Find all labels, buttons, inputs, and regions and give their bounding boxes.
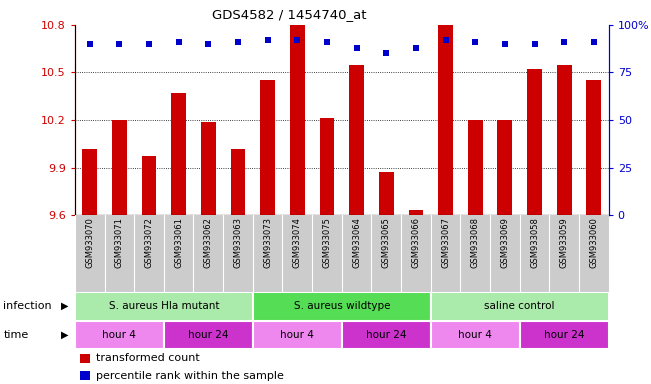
Text: S. aureus wildtype: S. aureus wildtype [294, 301, 390, 311]
Bar [349, 65, 364, 215]
Point [470, 39, 480, 45]
Text: GSM933074: GSM933074 [293, 217, 302, 268]
Text: GSM933069: GSM933069 [501, 217, 509, 268]
Text: hour 4: hour 4 [102, 330, 136, 340]
Bar [82, 149, 97, 215]
Point [381, 50, 391, 56]
Bar [557, 65, 572, 215]
Bar [253, 292, 431, 321]
Text: time: time [3, 330, 29, 340]
Text: ▶: ▶ [61, 301, 68, 311]
Point [529, 41, 540, 47]
Bar [142, 156, 156, 215]
Text: GSM933066: GSM933066 [411, 217, 421, 268]
Bar [527, 70, 542, 215]
Text: GSM933061: GSM933061 [174, 217, 183, 268]
Point [114, 41, 124, 47]
Text: hour 24: hour 24 [366, 330, 406, 340]
Bar [320, 118, 335, 215]
Text: infection: infection [3, 301, 52, 311]
Text: GSM933064: GSM933064 [352, 217, 361, 268]
Point [440, 37, 450, 43]
Text: hour 4: hour 4 [458, 330, 492, 340]
Text: GSM933058: GSM933058 [530, 217, 539, 268]
Bar [497, 120, 512, 215]
Point [85, 41, 95, 47]
Point [322, 39, 332, 45]
Bar [431, 292, 609, 321]
Text: GSM933073: GSM933073 [263, 217, 272, 268]
Text: GSM933063: GSM933063 [234, 217, 242, 268]
Text: saline control: saline control [484, 301, 555, 311]
Text: S. aureus Hla mutant: S. aureus Hla mutant [109, 301, 219, 311]
Bar [80, 354, 90, 362]
Text: hour 24: hour 24 [544, 330, 585, 340]
Bar [164, 321, 253, 349]
Bar [431, 321, 519, 349]
Bar [75, 321, 164, 349]
Text: GSM933072: GSM933072 [145, 217, 154, 268]
Text: hour 4: hour 4 [281, 330, 314, 340]
Point [589, 39, 599, 45]
Bar [519, 321, 609, 349]
Point [262, 37, 273, 43]
Bar [468, 120, 482, 215]
Point [411, 45, 421, 51]
Text: ▶: ▶ [61, 330, 68, 340]
Text: GSM933075: GSM933075 [322, 217, 331, 268]
Bar [379, 172, 394, 215]
Text: GDS4582 / 1454740_at: GDS4582 / 1454740_at [212, 8, 367, 21]
Bar [438, 25, 453, 215]
Text: GSM933068: GSM933068 [471, 217, 480, 268]
Bar [80, 371, 90, 380]
Text: GSM933071: GSM933071 [115, 217, 124, 268]
Bar [260, 80, 275, 215]
Bar [75, 292, 253, 321]
Text: GSM933060: GSM933060 [589, 217, 598, 268]
Text: GSM933059: GSM933059 [560, 217, 569, 268]
Bar [253, 321, 342, 349]
Point [203, 41, 214, 47]
Bar [342, 321, 431, 349]
Bar [587, 80, 602, 215]
Point [144, 41, 154, 47]
Text: GSM933067: GSM933067 [441, 217, 450, 268]
Bar [112, 120, 127, 215]
Point [500, 41, 510, 47]
Point [559, 39, 570, 45]
Bar [171, 93, 186, 215]
Text: transformed count: transformed count [96, 353, 200, 363]
Point [352, 45, 362, 51]
Bar [409, 210, 423, 215]
Text: percentile rank within the sample: percentile rank within the sample [96, 371, 284, 381]
Text: hour 24: hour 24 [188, 330, 229, 340]
Bar [201, 122, 215, 215]
Point [292, 37, 303, 43]
Text: GSM933062: GSM933062 [204, 217, 213, 268]
Text: GSM933065: GSM933065 [381, 217, 391, 268]
Point [233, 39, 243, 45]
Bar [230, 149, 245, 215]
Point [173, 39, 184, 45]
Bar [290, 25, 305, 215]
Text: GSM933070: GSM933070 [85, 217, 94, 268]
